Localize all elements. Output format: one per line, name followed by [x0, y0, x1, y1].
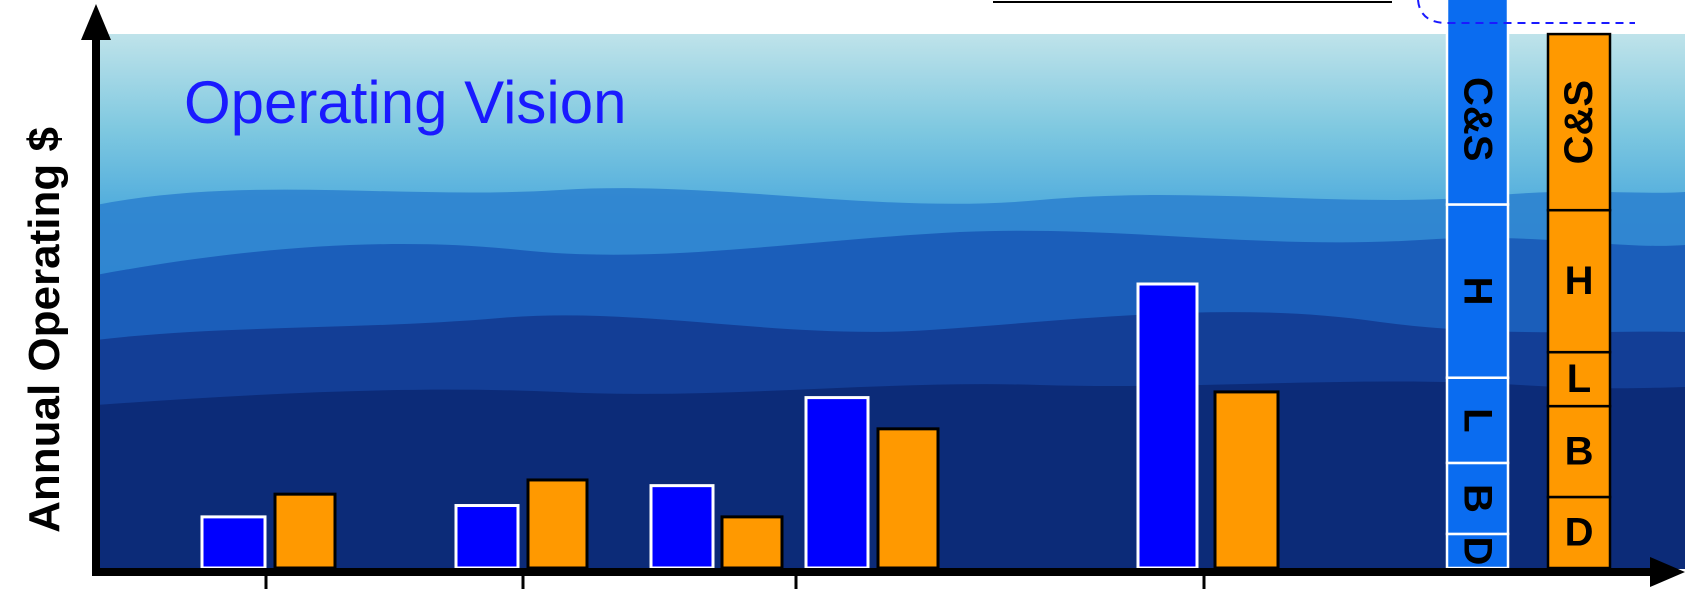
stack-label-cs: C&S [1456, 77, 1500, 161]
y-axis-arrow-icon [81, 4, 111, 40]
mountain-background [96, 34, 1685, 569]
stack-label-l: L [1567, 357, 1591, 401]
bar-group-3-blue [649, 484, 715, 570]
stack-label-b: B [1565, 430, 1594, 474]
bar-group-4-orange [876, 427, 940, 570]
chart-title: Operating Vision [184, 69, 627, 136]
stack-orange-segment-l [1546, 350, 1612, 408]
stack-blue-segment-h [1445, 203, 1510, 379]
axes [81, 4, 1685, 589]
stack-label-h: H [1456, 277, 1500, 306]
x-axis-arrow-icon [1650, 557, 1685, 587]
stack-orange-segment-h [1546, 208, 1612, 354]
stack-blue-segment-cs [1445, 0, 1510, 206]
stack-label-b: B [1456, 484, 1500, 513]
stack-label-l: L [1456, 408, 1500, 432]
bar-group-5-blue [1136, 282, 1199, 570]
bar-group-1-orange [273, 492, 337, 570]
bar-group-5-orange [1213, 390, 1280, 570]
y-axis-label: Annual Operating $ [20, 127, 69, 533]
bar-group-2-blue [454, 504, 520, 570]
callout-decoration [993, 0, 1635, 24]
bar-group-4-blue [804, 396, 870, 570]
stack-label-h: H [1565, 259, 1594, 303]
bar-group-2-orange [526, 478, 589, 570]
bar-group-3-orange [720, 515, 784, 570]
bar-group-1-blue [200, 515, 267, 570]
stack-blue-segment-l [1445, 376, 1510, 465]
stack-label-cs: C&S [1557, 80, 1601, 164]
stack-label-d: D [1456, 537, 1500, 566]
stack-label-d: D [1565, 511, 1594, 555]
stack-orange-segment-cs [1546, 32, 1612, 212]
